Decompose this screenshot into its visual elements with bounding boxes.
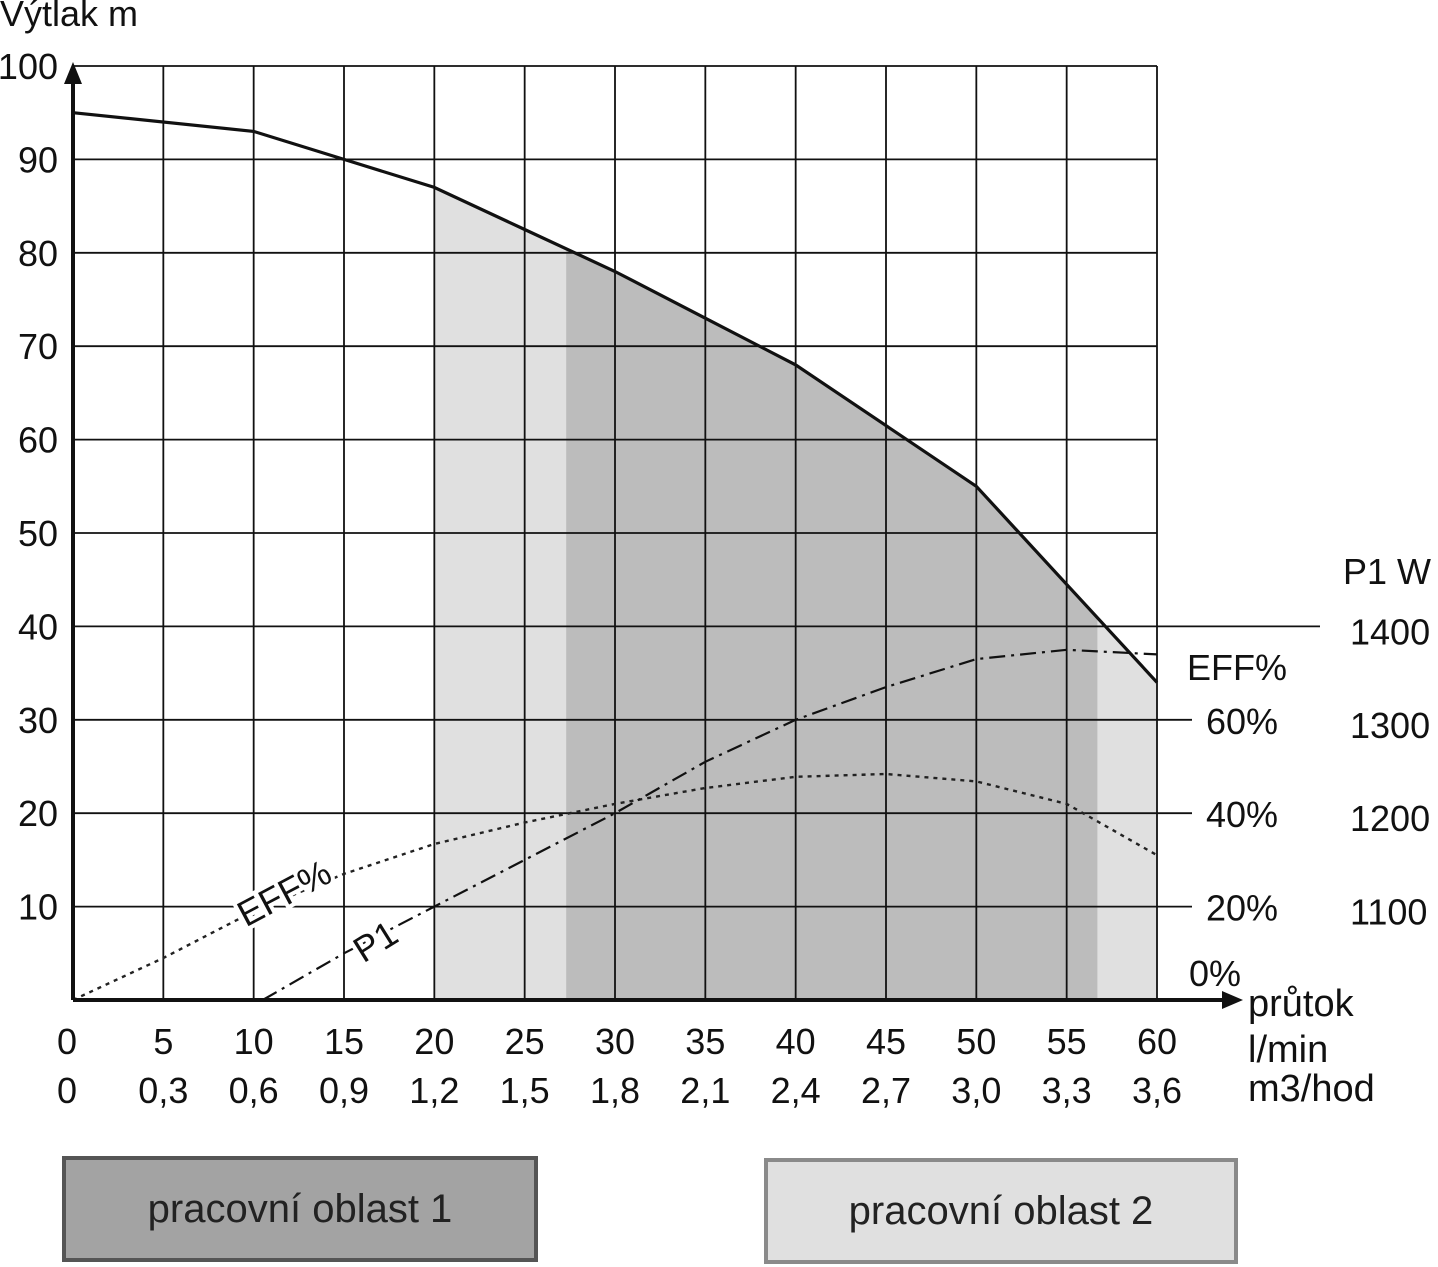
- x-tick-label-lmin: 15: [324, 1021, 364, 1062]
- x-tick-label-m3h: 2,1: [680, 1070, 730, 1111]
- x-axis-arrow: [1222, 991, 1243, 1009]
- y-tick-label: 90: [18, 139, 58, 180]
- x-tick-label-lmin: 60: [1137, 1021, 1177, 1062]
- x-tick-label-m3h: 0,3: [138, 1070, 188, 1111]
- x-tick-label-m3h: 1,2: [409, 1070, 459, 1111]
- legend-working-area-1-label: pracovní oblast 1: [147, 1186, 453, 1231]
- series-head-line: [72, 111, 1159, 684]
- y-tick-label: 40: [18, 606, 58, 647]
- series-eff-label: EFF%: [230, 851, 338, 934]
- x-tick-label-lmin: 35: [685, 1021, 725, 1062]
- x-tick-label-m3h: 0,9: [319, 1070, 369, 1111]
- x-tick-label-m3h: 1,5: [500, 1070, 550, 1111]
- x-tick-label-lmin: 45: [866, 1021, 906, 1062]
- y-axis-title: Výtlak m: [0, 0, 138, 34]
- x-tick-label-lmin: 30: [595, 1021, 635, 1062]
- grid: [73, 65, 1320, 1000]
- x-tick-label-lmin: 0: [57, 1021, 77, 1062]
- eff-axis-tick-label: 20%: [1206, 888, 1278, 929]
- x-tick-label-lmin: 25: [505, 1021, 545, 1062]
- x-tick-label-m3h: 0: [57, 1070, 77, 1111]
- x-tick-label-m3h: 3,0: [951, 1070, 1001, 1111]
- x-tick-label-lmin: 40: [776, 1021, 816, 1062]
- p1-axis-tick-label: 1200: [1350, 798, 1430, 839]
- p1-axis-tick-label: 1400: [1350, 611, 1430, 652]
- series-eff-line: [72, 772, 1158, 1002]
- x-tick-label-lmin: 50: [956, 1021, 996, 1062]
- p1-axis-title: P1 W: [1343, 551, 1431, 592]
- x-tick-label-lmin: 10: [234, 1021, 274, 1062]
- x-axis-title-prutok: průtok: [1248, 983, 1355, 1025]
- x-axis-title-unit-m3h: m3/hod: [1248, 1068, 1375, 1110]
- region-zone-1: [566, 248, 1098, 1001]
- legend-working-area-1: pracovní oblast 1: [62, 1156, 538, 1262]
- x-tick-label-m3h: 3,6: [1132, 1070, 1182, 1111]
- y-tick-label: 60: [18, 420, 58, 461]
- series-p1-line: [262, 648, 1158, 1001]
- eff-axis-tick-label: 60%: [1206, 701, 1278, 742]
- y-tick-label: 70: [18, 326, 58, 367]
- eff-axis-tick-label: 40%: [1206, 794, 1278, 835]
- x-tick-label-lmin: 5: [153, 1021, 173, 1062]
- p1-axis-tick-label: 1300: [1350, 705, 1430, 746]
- y-axis-arrow: [64, 62, 82, 84]
- x-tick-label-m3h: 2,7: [861, 1070, 911, 1111]
- x-tick-label-m3h: 3,3: [1042, 1070, 1092, 1111]
- legend-working-area-2: pracovní oblast 2: [764, 1158, 1238, 1264]
- eff-axis-tick-label: 0%: [1189, 953, 1241, 994]
- x-tick-label-m3h: 2,4: [771, 1070, 821, 1111]
- series-p1-label: P1: [346, 912, 405, 970]
- y-tick-label: 50: [18, 513, 58, 554]
- x-tick-label-m3h: 0,6: [229, 1070, 279, 1111]
- x-axis-title-unit-lmin: l/min: [1248, 1029, 1328, 1071]
- y-tick-label: 30: [18, 700, 58, 741]
- eff-axis-title: EFF%: [1187, 647, 1287, 688]
- y-tick-label: 80: [18, 233, 58, 274]
- series: [72, 111, 1159, 1002]
- p1-axis-tick-label: 1100: [1350, 892, 1427, 933]
- legend-working-area-2-label: pracovní oblast 2: [848, 1188, 1154, 1233]
- axes: [64, 62, 1243, 1009]
- x-tick-label-lmin: 55: [1047, 1021, 1087, 1062]
- y-tick-label: 100: [0, 46, 58, 87]
- y-tick-label: 10: [18, 887, 58, 928]
- x-tick-label-m3h: 1,8: [590, 1070, 640, 1111]
- x-tick-label-lmin: 20: [414, 1021, 454, 1062]
- y-tick-label: 20: [18, 793, 58, 834]
